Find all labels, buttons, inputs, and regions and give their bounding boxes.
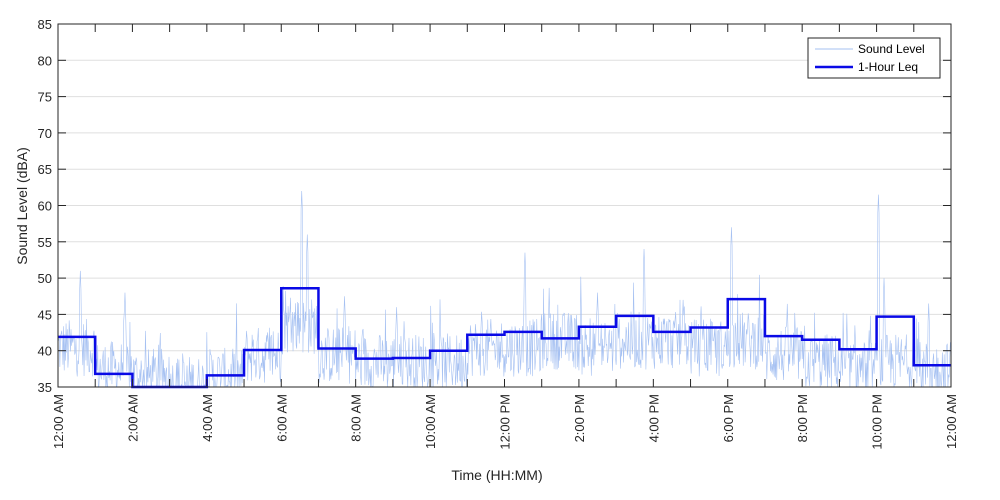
- y-tick-label: 70: [38, 126, 52, 141]
- x-tick-label: 8:00 PM: [795, 394, 810, 442]
- y-tick-label: 35: [38, 380, 52, 395]
- legend-label-sound-level: Sound Level: [858, 42, 925, 56]
- y-axis-title: Sound Level (dBA): [14, 147, 30, 265]
- series-1-hour-leq: [58, 287, 951, 389]
- x-tick-label: 2:00 PM: [572, 394, 587, 442]
- legend-label-leq: 1-Hour Leq: [858, 60, 918, 74]
- y-tick-labels: 35 40 45 50 55 60 65 70 75 80 85: [38, 17, 52, 395]
- x-tick-label: 4:00 PM: [646, 394, 661, 442]
- y-tick-label: 75: [38, 90, 52, 105]
- x-tick-label: 2:00 AM: [125, 394, 140, 442]
- series-layer: [57, 190, 951, 389]
- x-tick-label: 10:00 AM: [423, 394, 438, 449]
- x-tick-label: 6:00 AM: [274, 394, 289, 442]
- y-tick-label: 65: [38, 162, 52, 177]
- y-tick-label: 45: [38, 307, 52, 322]
- y-tick-label: 50: [38, 271, 52, 286]
- x-tick-label: 12:00 PM: [498, 394, 513, 450]
- x-tick-label: 12:00 AM: [51, 394, 66, 449]
- y-tick-label: 40: [38, 344, 52, 359]
- y-tick-label: 55: [38, 235, 52, 250]
- x-tick-label: 12:00 AM: [944, 394, 959, 449]
- axis-ticks: [57, 23, 952, 388]
- x-tick-labels: 12:00 AM 2:00 AM 4:00 AM 6:00 AM 8:00 AM 10:0…: [51, 394, 959, 450]
- x-tick-label: 10:00 PM: [870, 394, 885, 450]
- x-axis-title: Time (HH:MM): [451, 467, 542, 483]
- y-tick-label: 85: [38, 17, 52, 32]
- legend-box: [807, 37, 941, 79]
- y-tick-label: 80: [38, 53, 52, 68]
- y-tick-label: 60: [38, 199, 52, 214]
- legend: Sound Level 1-Hour Leq: [807, 37, 941, 79]
- x-tick-label: 4:00 AM: [200, 394, 215, 442]
- x-tick-label: 6:00 PM: [721, 394, 736, 442]
- x-tick-label: 8:00 AM: [349, 394, 364, 442]
